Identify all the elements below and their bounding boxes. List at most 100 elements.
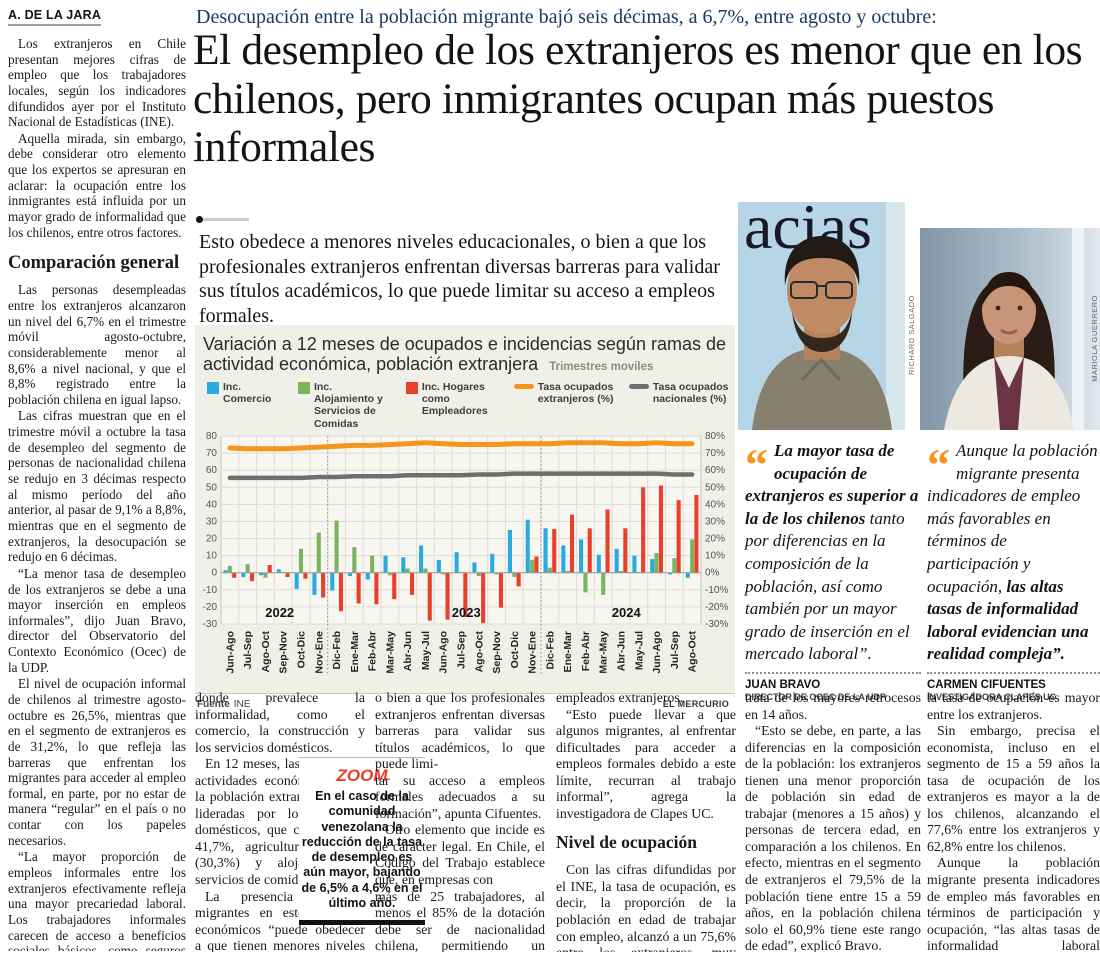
svg-text:Jun-Ago: Jun-Ago xyxy=(438,631,450,674)
svg-text:-20: -20 xyxy=(203,601,218,612)
bottom-column-5: la tasa de ocupación es mayor entre los … xyxy=(927,690,1100,952)
paragraph: Sin embargo, precisa el economista, incl… xyxy=(927,723,1100,854)
paragraph: Las cifras muestran que en el trimestre … xyxy=(8,408,186,565)
paragraph: Con las cifras difundidas por el INE, la… xyxy=(556,862,736,952)
svg-text:Dic-Feb: Dic-Feb xyxy=(544,631,556,670)
legend-item: Inc. Alojamiento y Servicios de Comidas xyxy=(297,381,393,430)
chart: Variación a 12 meses de ocupados e incid… xyxy=(195,325,735,714)
svg-text:Feb-Abr: Feb-Abr xyxy=(580,631,592,671)
svg-text:30: 30 xyxy=(206,516,218,527)
rule xyxy=(203,218,249,221)
quote-author: JUAN BRAVO xyxy=(745,679,821,692)
quote-icon: “ xyxy=(927,439,950,490)
svg-text:Oct-Dic: Oct-Dic xyxy=(296,630,308,668)
paragraph: Otro elemento que incide es de carácter … xyxy=(375,822,545,888)
svg-text:20%: 20% xyxy=(705,533,725,544)
bullet-icon xyxy=(196,216,203,223)
paragraph: tar su acceso a empleos formales adecuad… xyxy=(375,772,545,821)
left-column: A. DE LA JARA Los extranjeros en Chile p… xyxy=(8,6,186,951)
svg-text:60: 60 xyxy=(206,465,218,476)
chart-legend: Inc. Comercio Inc. Alojamiento y Servici… xyxy=(195,374,735,430)
svg-text:Ago-Oct: Ago-Oct xyxy=(687,630,699,672)
headline: El desempleo de los extranjeros es menor… xyxy=(193,26,1083,172)
svg-text:Nov-Ene: Nov-Ene xyxy=(527,630,539,673)
portrait-woman-illustration xyxy=(920,228,1100,430)
publisher-credit: EL MERCURIO xyxy=(662,699,729,710)
svg-text:May-Jul: May-Jul xyxy=(420,630,432,669)
portrait-man-illustration: acias xyxy=(738,202,905,430)
svg-text:Sep-Nov: Sep-Nov xyxy=(491,630,503,673)
paragraph: “Esto puede llevar a que algunos migrant… xyxy=(556,706,736,821)
paragraph: “La menor tasa de desempleo de los extra… xyxy=(8,565,186,675)
svg-text:70%: 70% xyxy=(705,448,725,459)
chart-source: Fuente INE xyxy=(197,698,251,710)
chart-subtitle: Trimestres moviles xyxy=(549,361,654,374)
chart-source-row: Fuente INE EL MERCURIO xyxy=(195,692,735,714)
svg-text:Jun-Ago: Jun-Ago xyxy=(651,631,663,674)
svg-text:Ene-Mar: Ene-Mar xyxy=(349,631,361,672)
zoom-text: En el caso de la comunidad venezolana la… xyxy=(301,789,423,910)
quote-author-role: INVESTIGADORA CLAPES UC xyxy=(927,692,1057,703)
legend-swatch-icon xyxy=(207,382,219,395)
svg-text:80: 80 xyxy=(206,431,218,442)
zoom-callout: ZOOM En el caso de la comunidad venezola… xyxy=(299,757,425,925)
svg-text:80%: 80% xyxy=(705,431,725,442)
svg-text:0: 0 xyxy=(211,567,217,578)
dotted-rule xyxy=(745,672,921,675)
paragraph: o bien a que los profesionales extranjer… xyxy=(375,690,545,772)
svg-text:-20%: -20% xyxy=(705,601,728,612)
svg-text:Abr-Jun: Abr-Jun xyxy=(616,631,628,671)
svg-text:2023: 2023 xyxy=(452,605,481,620)
legend-item: Inc. Comercio xyxy=(207,381,285,429)
svg-text:-30%: -30% xyxy=(705,619,728,630)
svg-text:10%: 10% xyxy=(705,550,725,561)
byline: A. DE LA JARA xyxy=(8,8,102,26)
pull-quote-juan-bravo: “ La mayor tasa de ocupación de extranje… xyxy=(745,440,921,702)
svg-text:Jul-Sep: Jul-Sep xyxy=(242,631,254,669)
legend-swatch-icon xyxy=(513,384,534,390)
paragraph: más de 25 trabajadores, al menos el 85% … xyxy=(375,888,545,952)
bottom-column-3: empleados extranjeros. “Esto puede lleva… xyxy=(556,690,736,952)
quote-text: La mayor tasa de ocupación de extranjero… xyxy=(745,441,919,664)
photo-credit: MARIOLA GUERRERO xyxy=(1090,295,1099,382)
legend-item: Inc. Hogares como Empleadores xyxy=(405,381,501,429)
chart-canvas: 80 80% 70 70% 60 60% 50 50% 40 40% 30 30% 20 20% 10 10%… xyxy=(203,431,728,676)
paragraph: Aunque la población migrante presenta in… xyxy=(927,855,1100,952)
section-heading: Comparación general xyxy=(8,253,180,274)
svg-text:20: 20 xyxy=(206,533,218,544)
svg-text:Ene-Mar: Ene-Mar xyxy=(562,631,574,672)
paragraph: la tasa de ocupación es mayor entre los … xyxy=(927,690,1100,722)
paragraph: donde prevalece la informalidad, como el… xyxy=(195,690,365,755)
svg-text:-10%: -10% xyxy=(705,584,728,595)
legend-item: Tasa ocupados extranjeros (%) xyxy=(513,381,616,429)
svg-text:Oct-Dic: Oct-Dic xyxy=(509,630,521,668)
bottom-column-2: o bien a que los profesionales extranjer… xyxy=(375,690,545,952)
svg-text:Jun-Ago: Jun-Ago xyxy=(224,631,236,674)
svg-text:10: 10 xyxy=(206,550,218,561)
paragraph: El nivel de ocupación informal de chilen… xyxy=(8,676,186,848)
section-heading: Nivel de ocupación xyxy=(556,832,697,853)
paragraph: Las personas desempleadas entre los extr… xyxy=(8,282,186,407)
svg-text:30%: 30% xyxy=(705,516,725,527)
quote-text: Aunque la población migrante presenta in… xyxy=(927,441,1098,664)
zoom-title: ZOOM xyxy=(336,766,388,785)
photo-carmen-cifuentes xyxy=(920,228,1100,430)
svg-text:Jul-Sep: Jul-Sep xyxy=(669,631,681,669)
svg-text:Nov-Ene: Nov-Ene xyxy=(313,630,325,673)
svg-text:Sep-Nov: Sep-Nov xyxy=(278,630,290,673)
svg-text:Abr-Jun: Abr-Jun xyxy=(402,631,414,671)
photo-juan-bravo: acias xyxy=(738,202,905,430)
legend-swatch-icon xyxy=(297,382,310,395)
svg-text:60%: 60% xyxy=(705,465,725,476)
svg-text:Mar-May: Mar-May xyxy=(384,630,396,673)
paragraph: empleados extranjeros. xyxy=(556,690,684,705)
legend-swatch-icon xyxy=(405,382,418,395)
svg-text:-10: -10 xyxy=(203,584,218,595)
chart-title: Variación a 12 meses de ocupados e incid… xyxy=(203,334,726,375)
paragraph: Los extranjeros en Chile presentan mejor… xyxy=(8,36,186,130)
kicker: Desocupación entre la población migrante… xyxy=(196,6,937,28)
svg-text:Ago-Oct: Ago-Oct xyxy=(260,630,272,672)
svg-text:40%: 40% xyxy=(705,499,725,510)
quote-author: CARMEN CIFUENTES xyxy=(927,679,1046,692)
